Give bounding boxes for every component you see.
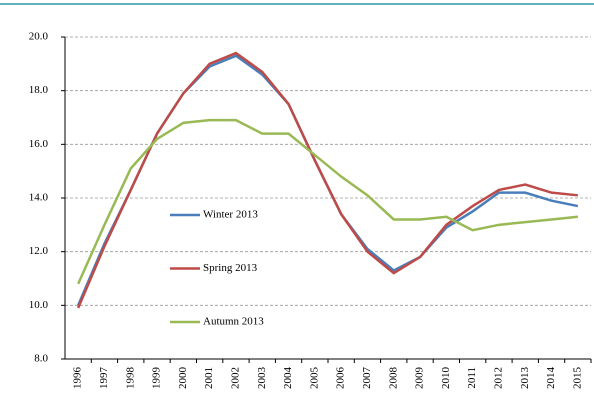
legend-label: Autumn 2013 (203, 316, 264, 328)
x-tick-label: 2006 (335, 367, 347, 390)
x-tick-label: 2007 (361, 367, 373, 390)
x-tick-label: 2001 (203, 367, 215, 389)
x-tick-label: 2013 (519, 367, 531, 390)
y-tick-label: 18.0 (29, 84, 49, 96)
x-tick-label: 2004 (282, 367, 294, 390)
x-tick-label: 1997 (98, 367, 110, 390)
y-tick-label: 14.0 (29, 192, 49, 204)
y-tick-label: 12.0 (29, 245, 49, 257)
x-tick-label: 2009 (414, 367, 426, 390)
x-tick-label: 2005 (308, 367, 320, 390)
x-tick-label: 2002 (229, 367, 241, 389)
legend-label: Spring 2013 (203, 262, 258, 274)
x-tick-label: 2010 (440, 367, 452, 390)
x-tick-label: 1998 (124, 367, 136, 390)
series-line (77, 54, 579, 306)
x-tick-label: 1996 (72, 367, 84, 390)
x-tick-label: 2012 (492, 367, 504, 389)
x-tick-label: 2014 (545, 367, 557, 390)
x-tick-label: 2003 (256, 367, 268, 390)
series-line (77, 51, 578, 309)
legend-label: Winter 2013 (203, 209, 258, 221)
x-tick-label: 2008 (387, 367, 399, 390)
y-tick-label: 10.0 (29, 299, 49, 311)
x-tick-label: 2011 (466, 367, 478, 389)
x-tick-label: 2000 (177, 367, 189, 390)
y-tick-label: 8.0 (34, 353, 48, 365)
y-tick-label: 20.0 (29, 31, 49, 43)
x-tick-label: 2015 (571, 367, 583, 390)
y-tick-label: 16.0 (29, 138, 49, 150)
x-tick-label: 1999 (151, 367, 163, 390)
series-line (77, 118, 578, 285)
